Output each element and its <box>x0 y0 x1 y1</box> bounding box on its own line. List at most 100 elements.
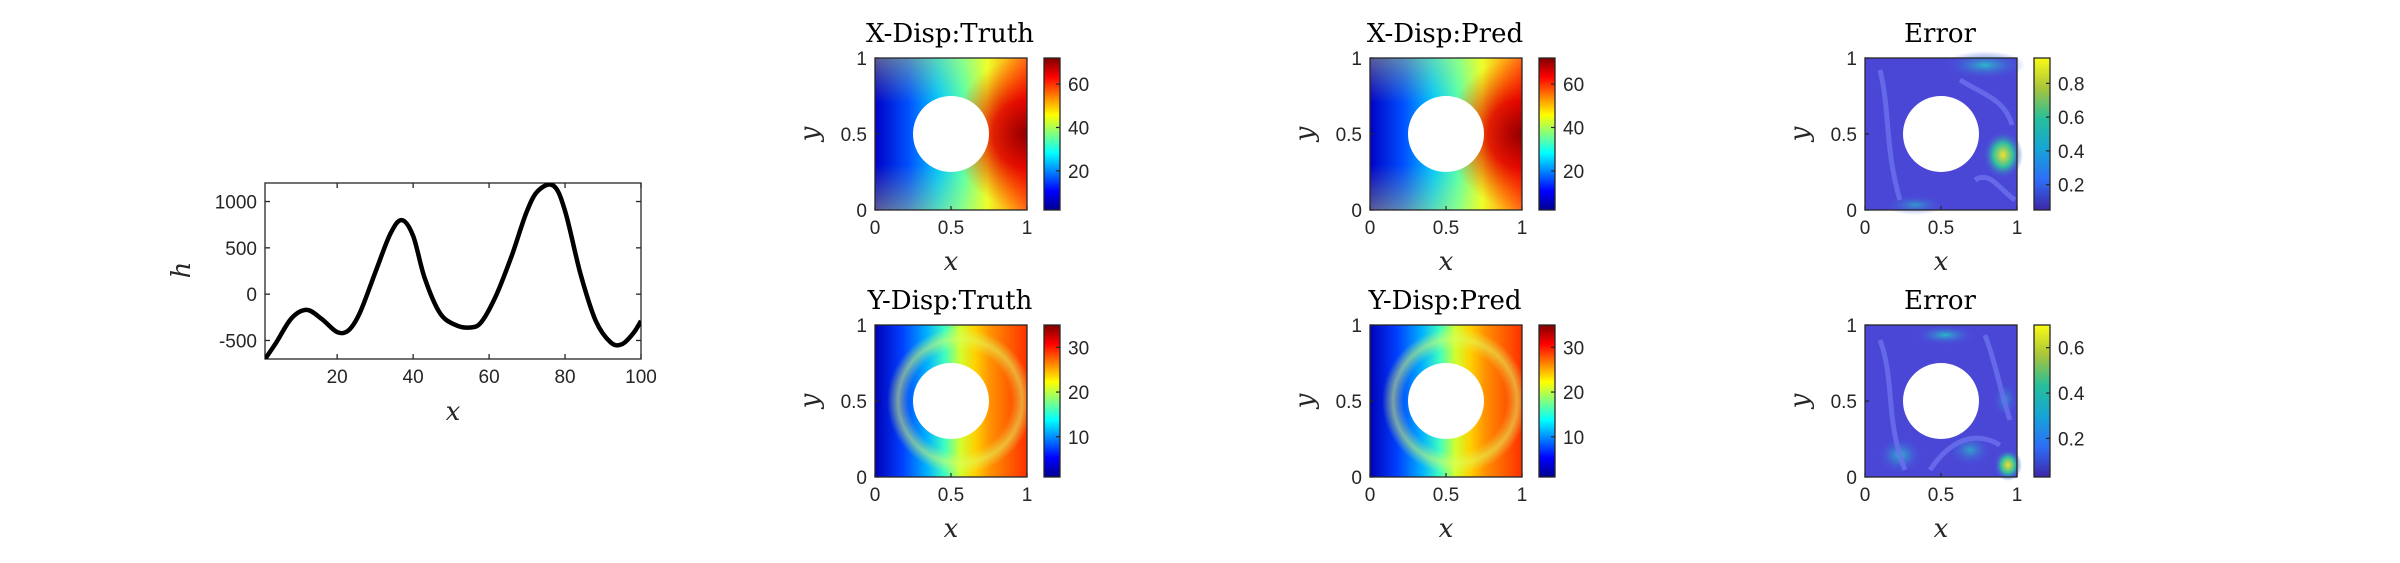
colorbar <box>1539 325 1555 477</box>
colorbar-tick-label: 0.6 <box>2058 108 2084 129</box>
x-tick-label: 0 <box>1860 485 1871 506</box>
y-tick-label: 0 <box>1846 201 1857 222</box>
y-tick-label: 1 <box>1846 316 1857 337</box>
heatmap-feature <box>1915 325 1975 345</box>
x-tick-label: 0 <box>1365 485 1376 506</box>
x-tick-label: 0.5 <box>1433 485 1459 506</box>
colorbar-frame <box>1043 57 1061 211</box>
colorbar-frame <box>1538 324 1556 478</box>
series-line <box>265 183 641 359</box>
panel-ticks: 0 0.5 1 0 0.5 1 0.2 0.4 0.6 <box>1831 316 2085 506</box>
panel-error-x: Error 0 0.5 1 0 0.5 1 0.2 0.4 0.6 0.8 x y <box>1785 19 2085 277</box>
y-tick-label: 1 <box>856 316 867 337</box>
panel-ylabel: y <box>1290 126 1320 142</box>
panel-xlabel: x <box>1439 247 1454 277</box>
x-tick-label: 40 <box>403 367 424 388</box>
panel-xlabel: x <box>944 514 959 544</box>
panel-xlabel: x <box>1934 514 1949 544</box>
heatmap-contour <box>1877 334 2013 472</box>
line-chart-ticks: 20 40 60 80 100 -500 0 500 1000 <box>215 183 657 388</box>
line-chart-ylabel: h <box>167 262 197 279</box>
y-tick-label: 1 <box>856 49 867 70</box>
x-tick-label: 20 <box>327 367 348 388</box>
y-tick-label: -500 <box>219 331 257 352</box>
panel-ylabel: y <box>1290 393 1320 409</box>
y-tick-label: 1 <box>1351 49 1362 70</box>
panel-title: Error <box>1904 19 1976 49</box>
y-tick-label: 0 <box>1351 468 1362 489</box>
x-tick-label: 1 <box>1022 218 1033 239</box>
colorbar-tick-label: 40 <box>1563 118 1584 139</box>
colorbar-tick-label: 0.4 <box>2058 142 2085 163</box>
colorbar-tick-label: 20 <box>1068 162 1089 183</box>
y-tick-label: 500 <box>225 239 257 260</box>
colorbar-frame <box>1538 57 1556 211</box>
panel-ticks: 0 0.5 1 0 0.5 1 20 40 60 <box>841 49 1090 239</box>
colorbar-tick-label: 60 <box>1563 75 1584 96</box>
x-tick-label: 80 <box>554 367 575 388</box>
x-tick-label: 0.5 <box>1928 218 1954 239</box>
x-tick-label: 0.5 <box>1433 218 1459 239</box>
x-tick-label: 0 <box>870 218 881 239</box>
colorbar <box>1044 58 1060 210</box>
y-tick-label: 1 <box>1351 316 1362 337</box>
y-tick-label: 0 <box>1351 201 1362 222</box>
y-tick-label: 0 <box>856 201 867 222</box>
panel-error-y: Error 0 0.5 1 0 0.5 1 0.2 0.4 0.6 x y <box>1785 286 2085 544</box>
y-tick-label: 0 <box>856 468 867 489</box>
colorbar-tick-label: 20 <box>1563 162 1584 183</box>
colorbar-frame <box>2033 57 2051 211</box>
x-tick-label: 0 <box>1365 218 1376 239</box>
line-chart: 20 40 60 80 100 -500 0 500 1000 x h <box>167 182 657 427</box>
heatmap-feature <box>1994 449 2022 481</box>
y-tick-label: 0.5 <box>1831 125 1857 146</box>
line-chart-frame <box>264 182 642 360</box>
y-tick-label: 0.5 <box>1336 125 1362 146</box>
panel-ticks: 0 0.5 1 0 0.5 1 20 40 60 <box>1336 49 1585 239</box>
colorbar-tick-label: 40 <box>1068 118 1089 139</box>
x-tick-label: 1 <box>1517 485 1528 506</box>
heatmap-feature <box>1945 51 2025 79</box>
panel-ylabel: y <box>795 126 825 142</box>
y-tick-label: 1 <box>1846 49 1857 70</box>
panel-ylabel: y <box>1785 126 1815 142</box>
panel-ylabel: y <box>1785 393 1815 409</box>
panel-title: X-Disp:Truth <box>866 19 1034 49</box>
x-tick-label: 0.5 <box>938 485 964 506</box>
y-tick-label: 0 <box>246 285 257 306</box>
panel-title: Error <box>1904 286 1976 316</box>
x-tick-label: 1 <box>1022 485 1033 506</box>
colorbar-tick-label: 10 <box>1563 428 1584 449</box>
colorbar-frame <box>2033 324 2051 478</box>
y-tick-label: 0 <box>1846 468 1857 489</box>
hole <box>913 96 989 172</box>
panel-xlabel: x <box>1934 247 1949 277</box>
y-tick-label: 0.5 <box>1336 392 1362 413</box>
colorbar <box>2034 58 2050 210</box>
hole <box>1408 363 1484 439</box>
x-tick-label: 0.5 <box>938 218 964 239</box>
x-tick-label: 0 <box>1860 218 1871 239</box>
x-tick-label: 0.5 <box>1928 485 1954 506</box>
heatmap-feature <box>1885 195 1945 215</box>
colorbar-tick-label: 0.6 <box>2058 339 2084 360</box>
panel-x-disp-truth: X-Disp:Truth 0 0.5 1 0 0.5 1 20 40 60 x y <box>795 19 1089 277</box>
y-tick-label: 0.5 <box>841 392 867 413</box>
hole <box>1903 96 1979 172</box>
colorbar <box>1044 325 1060 477</box>
x-tick-label: 100 <box>625 367 657 388</box>
panel-ticks: 0 0.5 1 0 0.5 1 0.2 0.4 0.6 0.8 <box>1831 49 2085 239</box>
y-tick-label: 0.5 <box>841 125 867 146</box>
colorbar-tick-label: 10 <box>1068 428 1089 449</box>
panel-title: Y-Disp:Pred <box>1368 286 1522 316</box>
heatmap-feature <box>1983 131 2023 179</box>
x-tick-label: 1 <box>2012 485 2023 506</box>
x-tick-label: 60 <box>479 367 500 388</box>
colorbar-tick-label: 0.2 <box>2058 176 2084 197</box>
y-tick-label: 1000 <box>215 193 257 214</box>
x-tick-label: 0 <box>870 485 881 506</box>
x-tick-label: 1 <box>1517 218 1528 239</box>
